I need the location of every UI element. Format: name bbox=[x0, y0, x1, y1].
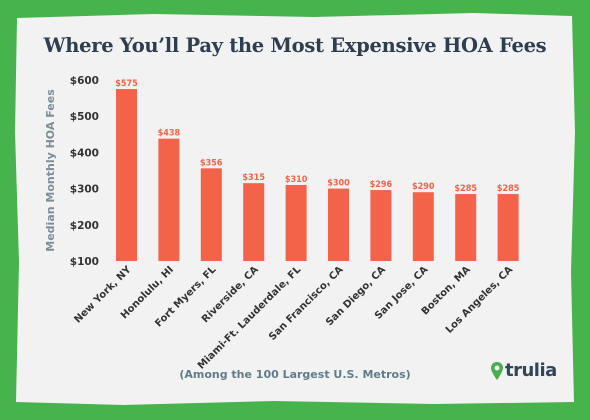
bar bbox=[497, 194, 519, 261]
bar-data-label: $300 bbox=[327, 179, 350, 189]
bar bbox=[116, 89, 137, 261]
chart-title: Where You’ll Pay the Most Expensive HOA … bbox=[43, 34, 547, 57]
map-pin-icon bbox=[491, 361, 503, 380]
bar-data-label: $315 bbox=[242, 173, 265, 183]
bar-data-label: $356 bbox=[200, 158, 223, 168]
bar-data-label: $438 bbox=[158, 129, 181, 139]
y-axis-label: Median Monthly HOA Fees bbox=[44, 89, 57, 252]
bar-chart: $100 $200 $300 $400 $500 $600 Median Monthly H… bbox=[44, 75, 520, 372]
bar bbox=[243, 183, 265, 261]
y-tick-label: $200 bbox=[70, 220, 99, 232]
bar bbox=[285, 184, 307, 261]
bar bbox=[455, 194, 477, 261]
trulia-logo: trulia bbox=[490, 360, 557, 381]
chart-card: Where You’ll Pay the Most Expensive HOA … bbox=[14, 12, 576, 406]
y-tick-label: $100 bbox=[70, 256, 99, 268]
bar bbox=[370, 190, 392, 261]
y-tick-label: $600 bbox=[70, 75, 99, 87]
bar bbox=[412, 192, 434, 261]
bar bbox=[200, 168, 222, 261]
brand-name: trulia bbox=[505, 360, 557, 381]
bar-data-label: $285 bbox=[497, 184, 520, 194]
bar-data-label: $575 bbox=[115, 79, 138, 89]
bar-data-label: $285 bbox=[454, 184, 477, 194]
y-tick-label: $500 bbox=[70, 111, 99, 123]
y-tick-label: $300 bbox=[70, 184, 99, 196]
bar bbox=[158, 138, 180, 261]
bar bbox=[328, 188, 349, 261]
bar-data-label: $310 bbox=[285, 175, 308, 185]
footnote: (Among the 100 Largest U.S. Metros) bbox=[179, 368, 411, 381]
x-tick-label: San Francisco, CA bbox=[267, 264, 346, 343]
y-tick-label: $400 bbox=[70, 147, 99, 159]
bar-data-label: $296 bbox=[370, 180, 393, 190]
bar-data-label: $290 bbox=[412, 182, 435, 192]
